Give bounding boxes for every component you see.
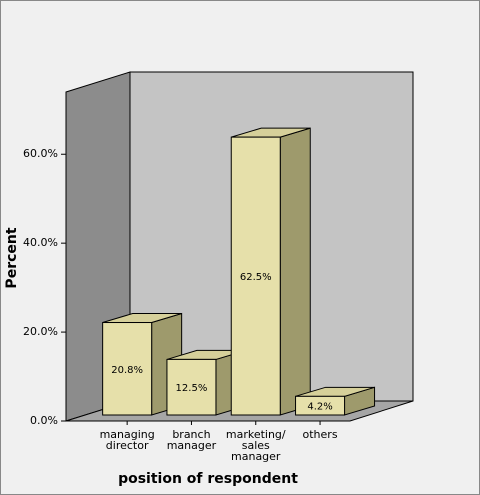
y-tick-label: 20.0% — [23, 325, 58, 338]
value-label: 12.5% — [176, 383, 208, 394]
bar-front — [295, 395, 346, 416]
y-tick-label: 40.0% — [23, 236, 58, 249]
value-label: 4.2% — [307, 402, 332, 413]
bar-front — [102, 322, 153, 416]
value-label: 20.8% — [111, 365, 143, 376]
x-tick-label: managing director — [100, 428, 155, 452]
y-tick-label: 60.0% — [23, 147, 58, 160]
y-axis-title: Percent — [4, 227, 20, 288]
bar-front — [166, 358, 217, 416]
y-tick-label: 0.0% — [30, 414, 58, 427]
value-label: 62.5% — [240, 272, 272, 283]
x-axis-title: position of respondent — [118, 471, 298, 487]
bar-front — [230, 136, 281, 416]
x-tick-label: marketing/sales manager — [226, 428, 286, 463]
bar — [295, 386, 376, 416]
x-tick-label: branch manager — [167, 428, 217, 452]
x-tick-label: others — [303, 428, 338, 441]
bar-side — [279, 127, 311, 416]
bar — [230, 127, 311, 416]
